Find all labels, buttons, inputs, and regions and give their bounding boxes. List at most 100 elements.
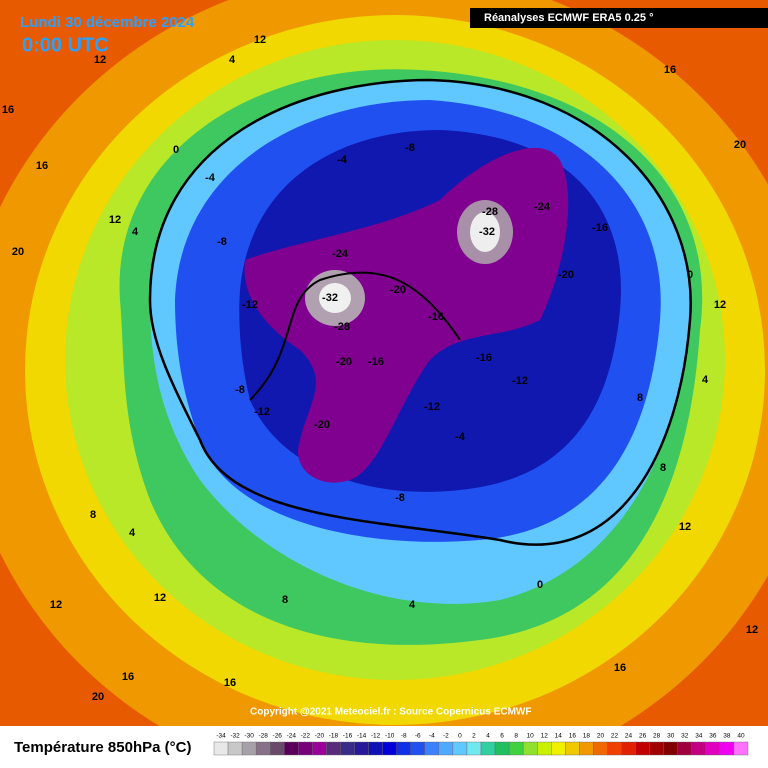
source-label: Réanalyses ECMWF ERA5 0.25 ° [484, 12, 653, 24]
colorbar-tick-label: -28 [258, 733, 268, 740]
colorbar-swatch [270, 741, 285, 756]
colorbar-swatch [438, 741, 454, 756]
colorbar-tick-label: -10 [385, 733, 395, 740]
colorbar-tick-label: -14 [357, 733, 367, 740]
colorbar-swatch [340, 741, 355, 756]
contour-label: -4 [337, 154, 348, 166]
colorbar-tick-label: 4 [486, 733, 490, 740]
colorbar-tick-label: 12 [541, 733, 549, 740]
colorbar-swatch [593, 741, 608, 756]
colorbar-tick-label: -18 [329, 733, 339, 740]
colorbar-swatch [227, 741, 243, 756]
contour-label: -20 [558, 269, 574, 281]
contour-label: -8 [405, 142, 415, 154]
contour-label: 20 [12, 246, 24, 258]
contour-label: -16 [428, 311, 444, 323]
contour-label: 4 [229, 54, 236, 66]
time-label: 0:00 UTC [22, 34, 109, 56]
colorbar-swatch [621, 741, 636, 756]
colorbar-swatch [312, 741, 327, 756]
colorbar-swatch [579, 741, 594, 756]
contour-label: -16 [592, 222, 608, 234]
contour-label: -16 [368, 356, 384, 368]
colorbar-swatch [537, 741, 552, 756]
contour-label: 12 [746, 624, 758, 636]
colorbar-swatch [705, 741, 721, 756]
colorbar-tick-label: 0 [458, 733, 462, 740]
colorbar-swatch [284, 741, 299, 756]
colorbar-tick-label: 28 [653, 733, 661, 740]
colorbar-tick-label: 32 [681, 733, 689, 740]
colorbar-swatch [424, 741, 440, 756]
colorbar-swatch [298, 741, 313, 756]
contour-label: -20 [390, 284, 406, 296]
contour-label: 16 [36, 160, 48, 172]
contour-label: 8 [637, 392, 643, 404]
colorbar-tick-label: 26 [639, 733, 647, 740]
contour-label: 16 [2, 104, 14, 116]
colorbar-tick-label: 6 [500, 733, 504, 740]
contour-label: -20 [314, 419, 330, 431]
colorbar-tick-label: 20 [597, 733, 605, 740]
colorbar-swatch [508, 741, 524, 756]
colorbar-tick-label: -24 [287, 733, 297, 740]
contour-label: -24 [332, 248, 349, 260]
contour-label: 12 [94, 54, 106, 66]
contour-label: 16 [122, 671, 134, 683]
date-label: Lundi 30 décembre 2024 [20, 14, 195, 31]
map-labels: 16 16 20 12 4 0 -4 -4 -8 -8 -12 -12 -8 -24 -32 -28 -20 -1… [2, 34, 758, 703]
colorbar-tick-label: 18 [583, 733, 591, 740]
colorbar-swatch [326, 741, 341, 756]
colorbar-tick-label: -30 [244, 733, 254, 740]
contour-label: 4 [132, 226, 139, 238]
contour-label: -12 [242, 299, 258, 311]
legend-title: Température 850hPa (°C) [14, 739, 191, 756]
contour-label: 4 [702, 374, 709, 386]
contour-label: 12 [254, 34, 266, 46]
copyright: Copyright @2021 Meteociel.fr : Source Co… [250, 707, 531, 718]
contour-label: -28 [334, 321, 350, 333]
colorbar-tick-label: 40 [737, 733, 745, 740]
contour-label: -32 [479, 226, 495, 238]
colorbar-swatch [733, 741, 749, 756]
colorbar-tick-label: -8 [401, 733, 407, 740]
contour-label: 16 [224, 677, 236, 689]
colorbar-swatch [551, 741, 566, 756]
contour-label: 4 [129, 527, 136, 539]
contour-label: -8 [395, 492, 405, 504]
colorbar-tick-label: 24 [625, 733, 633, 740]
colorbar-swatch [565, 741, 580, 756]
colorbar-swatch [522, 741, 538, 756]
contour-label: -24 [534, 201, 551, 213]
colorbar-tick-label: 8 [514, 733, 518, 740]
contour-label: 16 [664, 64, 676, 76]
contour-label: 12 [714, 299, 726, 311]
colorbar-tick-label: 16 [569, 733, 577, 740]
contour-label: 8 [660, 462, 666, 474]
colorbar-swatch [396, 741, 411, 756]
colorbar-swatch [255, 741, 271, 756]
colorbar-swatch [635, 741, 650, 756]
colorbar-tick-label: 14 [555, 733, 563, 740]
contour-label: 12 [109, 214, 121, 226]
colorbar-tick-label: -26 [273, 733, 283, 740]
contour-label: -8 [217, 236, 227, 248]
contour-label: -4 [205, 172, 216, 184]
colorbar-swatch [241, 741, 257, 756]
contour-label: 0 [687, 269, 693, 281]
colorbar-tick-label: 34 [695, 733, 703, 740]
colorbar-tick-label: -16 [343, 733, 353, 740]
colorbar-swatch [382, 741, 397, 756]
contour-label: 0 [173, 144, 179, 156]
contour-label: -12 [254, 406, 270, 418]
colorbar-tick-label: -12 [371, 733, 381, 740]
colorbar-tick-label: 38 [723, 733, 731, 740]
colorbar-tick-label: -20 [315, 733, 325, 740]
colorbar-swatch [213, 741, 229, 756]
colorbar-swatch [719, 741, 735, 756]
contour-label: 0 [537, 579, 543, 591]
colorbar-swatch [410, 741, 425, 756]
colorbar-tick-label: -32 [230, 733, 240, 740]
colorbar-tick-label: 36 [709, 733, 717, 740]
